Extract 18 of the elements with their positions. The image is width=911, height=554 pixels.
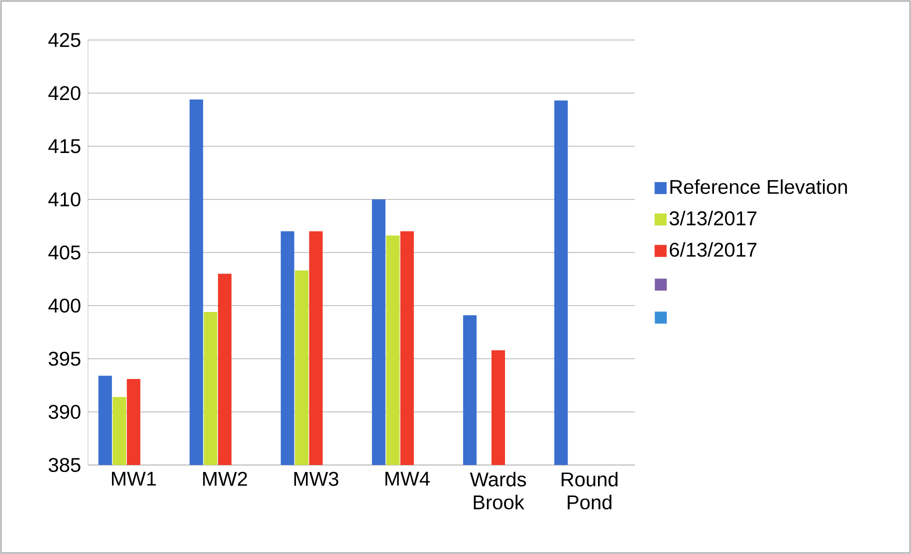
y-tick-label: 400 [48,298,80,313]
y-tick-label: 390 [48,404,80,419]
x-tick-label: MW1 [112,472,156,486]
y-tick-label: 385 [48,458,80,472]
x-tick-label: MW2 [203,472,247,486]
x-tick-label: MW4 [385,472,430,486]
y-tick-label: 420 [48,86,80,100]
x-tick-label: Round Pond [562,472,618,510]
legend-label: 6/13/2017 [670,242,756,257]
x-tick-label: Wards Brook [470,472,526,510]
y-tick-label: 410 [48,192,80,206]
y-tick-label: 395 [48,352,80,366]
legend-label: Reference Elevation [670,179,847,194]
y-tick-label: 425 [48,32,80,48]
x-tick-label: MW3 [294,472,338,486]
y-tick-label: 415 [48,139,80,154]
y-tick-label: 405 [48,245,80,260]
legend-label: 3/13/2017 [670,210,756,226]
